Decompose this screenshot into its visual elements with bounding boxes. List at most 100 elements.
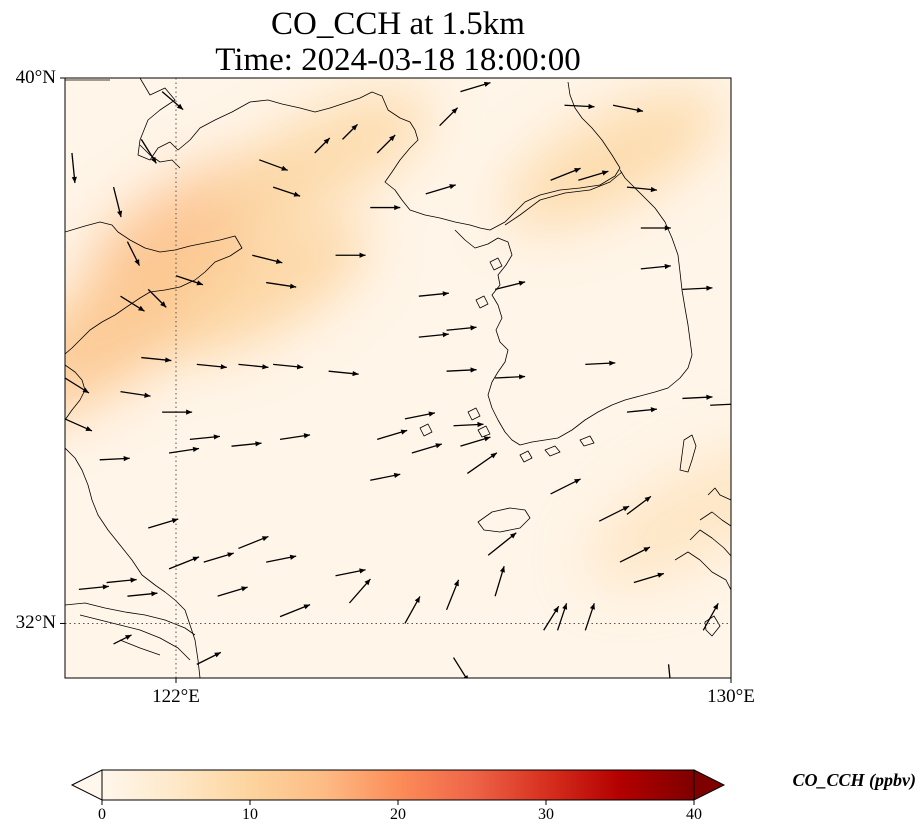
wind-arrow [140,139,157,164]
wind-arrow [460,436,491,447]
shandong-coast [65,221,243,355]
korea-west-coast [439,167,693,446]
colorbar-body [101,769,695,801]
wind-arrow [266,554,297,563]
colorbar-tick-label: 20 [390,806,406,823]
lon-label-122e: 122°E [152,686,200,707]
wind-arrow [377,429,408,440]
wind-arrow [682,285,713,291]
wind-arrow [460,81,491,93]
wind-arrow [370,472,401,481]
axis-ticks [60,77,732,683]
wind-arrow [196,363,227,370]
wind-arrow [495,374,526,380]
colorbar-ticks [101,800,695,805]
wind-arrow [189,434,220,441]
tsushima-island [679,434,697,473]
wind-arrow [259,159,288,171]
wind-arrow [168,446,200,454]
wind-arrow [112,186,123,218]
wind-arrow [418,291,449,297]
wind-arrow [467,452,498,474]
wind-arrow [314,137,331,154]
colorbar [70,769,726,805]
wind-arrow [335,568,366,577]
wind-arrow [203,552,234,563]
kyushu-plume [588,445,731,584]
wind-arrow [272,186,301,197]
wind-arrow [494,565,505,597]
wind-arrow [238,363,269,370]
colorbar-tick-label: 0 [98,806,106,823]
wind-arrow [120,390,151,398]
wind-arrow [342,123,358,140]
wind-arrow [626,407,658,413]
yellow-sea-band [151,220,368,359]
wind-arrow [65,377,90,394]
wind-arrow [404,596,421,624]
wind-arrow [633,572,665,584]
wind-arrow [619,546,651,563]
china-coast-north [65,78,441,219]
colorbar-tick-label: 30 [538,806,554,823]
wind-arrow [445,579,460,611]
wind-arrow [418,332,449,338]
korea-islands [419,257,595,463]
wind-arrow [376,134,396,154]
wind-arrow [411,443,443,454]
wind-arrow [120,295,145,312]
wind-arrow [65,418,93,432]
wind-arrow [231,441,262,447]
wind-arrow [453,421,484,428]
wind-arrow [494,280,526,290]
wind-arrow [279,604,311,618]
wind-arrow [439,107,459,127]
coastlines [65,78,731,678]
wind-arrow [196,651,222,665]
map-area [65,78,731,678]
wind-arrow [161,91,184,111]
gridlines [65,78,731,678]
dmz-border [504,171,623,226]
liaoning-coast [139,144,181,169]
colorbar-extend-min [70,769,103,801]
yangtze-estuary [65,602,196,661]
wind-arrow [106,577,137,584]
liaodong-plume [213,90,430,229]
wind-arrow [113,634,132,645]
wind-arrow [584,603,595,631]
wind-arrow [148,518,179,529]
lon-label-130e: 130°E [707,686,755,707]
jeju-island [477,507,531,533]
wind-arrow [99,456,130,462]
wind-arrow [585,360,616,366]
wind-arrow [162,409,193,415]
wind-arrow [710,403,731,406]
colorbar-extend-max [693,769,726,801]
wind-arrow [273,363,304,370]
north-korea-east-coast [567,81,621,169]
wind-arrow [487,532,517,556]
colorbar-tick-label: 40 [686,806,702,823]
wind-arrow [78,584,109,591]
wind-arrow [702,602,719,631]
wind-arrow [238,535,269,550]
wind-arrow [640,263,671,270]
wind-arrow [370,204,401,211]
wind-arrow [598,505,630,522]
wind-arrow [612,104,644,113]
plot-title-line2: Time: 2024-03-18 18:00:00 [215,42,581,78]
wind-arrow [404,411,436,420]
lat-label-40n: 40°N [15,67,56,88]
wind-arrow [446,325,477,331]
wind-arrow [556,603,568,631]
wind-arrow [335,252,366,258]
jiangsu-plume [65,288,194,427]
wind-arrow [425,184,456,195]
wind-arrow [446,367,477,373]
wind-arrow [127,591,158,597]
wind-arrow [348,578,371,604]
wind-arrow [71,152,77,184]
lat-label-32n: 32°N [15,612,56,634]
